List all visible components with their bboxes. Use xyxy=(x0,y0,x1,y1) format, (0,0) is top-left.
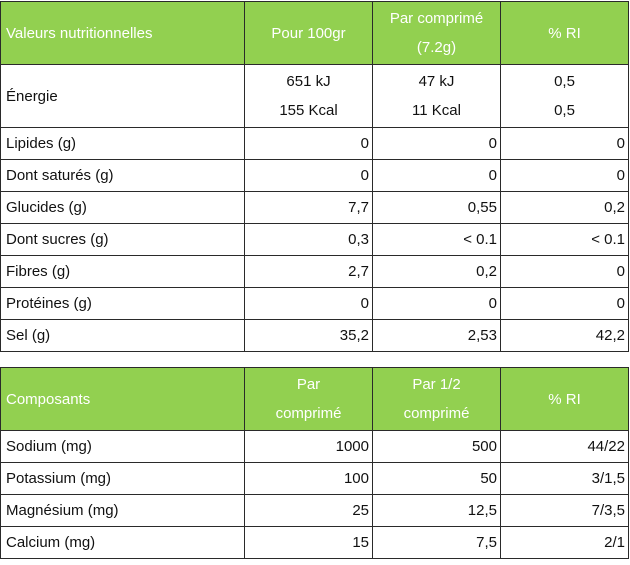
table-row: Magnésium (mg) 25 12,5 7/3,5 xyxy=(0,494,629,527)
row-tablet: 0,55 xyxy=(372,191,501,224)
row-per100: 35,2 xyxy=(244,319,373,352)
row-ri: 7/3,5 xyxy=(500,494,629,527)
row-label: Dont saturés (g) xyxy=(0,159,245,192)
table-row: Calcium (mg) 15 7,5 2/1 xyxy=(0,526,629,559)
header-per-half-tablet-line1: Par 1/2 xyxy=(412,376,461,393)
energy-row: Énergie 651 kJ 155 Kcal 47 kJ 11 Kcal 0,… xyxy=(0,64,629,128)
table-row: Dont sucres (g) 0,3 < 0.1 < 0.1 xyxy=(0,223,629,256)
energy-per100-kcal: 155 Kcal xyxy=(279,102,338,119)
row-label: Dont sucres (g) xyxy=(0,223,245,256)
energy-label: Énergie xyxy=(0,64,245,128)
row-per100: 0,3 xyxy=(244,223,373,256)
header-per-tablet: Par comprimé (7.2g) xyxy=(372,1,501,65)
row-tablet: 0 xyxy=(372,159,501,192)
energy-ri: 0,5 0,5 xyxy=(500,64,629,128)
row-ri: 0,2 xyxy=(500,191,629,224)
row-label: Glucides (g) xyxy=(0,191,245,224)
header-per-half-tablet-line2: comprimé xyxy=(403,405,470,422)
header-per-tablet: Par comprimé xyxy=(244,367,373,431)
row-per-half-tablet: 500 xyxy=(372,430,501,463)
energy-tablet-kcal: 11 Kcal xyxy=(412,102,461,119)
header-per-tablet-line2: comprimé xyxy=(275,405,342,422)
table-row: Lipides (g) 0 0 0 xyxy=(0,127,629,160)
row-per100: 0 xyxy=(244,127,373,160)
header-per-100g: Pour 100gr xyxy=(244,1,373,65)
energy-tablet: 47 kJ 11 Kcal xyxy=(372,64,501,128)
components-header-row: Composants Par comprimé Par 1/2 comprimé… xyxy=(0,367,629,431)
energy-per100: 651 kJ 155 Kcal xyxy=(244,64,373,128)
header-components: Composants xyxy=(0,367,245,431)
row-per100: 7,7 xyxy=(244,191,373,224)
row-per-half-tablet: 7,5 xyxy=(372,526,501,559)
table-row: Sel (g) 35,2 2,53 42,2 xyxy=(0,319,629,352)
row-per-tablet: 1000 xyxy=(244,430,373,463)
row-label: Sodium (mg) xyxy=(0,430,245,463)
components-table: Composants Par comprimé Par 1/2 comprimé… xyxy=(0,367,629,559)
header-per-half-tablet: Par 1/2 comprimé xyxy=(372,367,501,431)
row-per100: 2,7 xyxy=(244,255,373,288)
row-tablet: 0 xyxy=(372,287,501,320)
row-ri: 0 xyxy=(500,255,629,288)
row-ri: 3/1,5 xyxy=(500,462,629,495)
row-tablet: 2,53 xyxy=(372,319,501,352)
energy-ri-kcal: 0,5 xyxy=(554,102,575,119)
row-label: Lipides (g) xyxy=(0,127,245,160)
row-per-half-tablet: 50 xyxy=(372,462,501,495)
row-label: Potassium (mg) xyxy=(0,462,245,495)
row-ri: 0 xyxy=(500,159,629,192)
header-nutrition-values: Valeurs nutritionnelles xyxy=(0,1,245,65)
row-ri: 2/1 xyxy=(500,526,629,559)
row-per-tablet: 25 xyxy=(244,494,373,527)
nutrition-header-row: Valeurs nutritionnelles Pour 100gr Par c… xyxy=(0,1,629,65)
table-row: Fibres (g) 2,7 0,2 0 xyxy=(0,255,629,288)
header-ri: % RI xyxy=(500,367,629,431)
row-tablet: 0 xyxy=(372,127,501,160)
row-per-tablet: 15 xyxy=(244,526,373,559)
row-per-tablet: 100 xyxy=(244,462,373,495)
table-row: Sodium (mg) 1000 500 44/22 xyxy=(0,430,629,463)
header-ri: % RI xyxy=(500,1,629,65)
row-label: Fibres (g) xyxy=(0,255,245,288)
energy-ri-kj: 0,5 xyxy=(554,73,575,90)
table-row: Protéines (g) 0 0 0 xyxy=(0,287,629,320)
row-tablet: 0,2 xyxy=(372,255,501,288)
row-per-half-tablet: 12,5 xyxy=(372,494,501,527)
header-per-tablet-line1: Par xyxy=(296,376,321,393)
row-label: Protéines (g) xyxy=(0,287,245,320)
table-row: Dont saturés (g) 0 0 0 xyxy=(0,159,629,192)
row-per100: 0 xyxy=(244,159,373,192)
nutrition-table: Valeurs nutritionnelles Pour 100gr Par c… xyxy=(0,1,629,352)
row-ri: 44/22 xyxy=(500,430,629,463)
row-label: Calcium (mg) xyxy=(0,526,245,559)
header-per-tablet-line1: Par comprimé xyxy=(389,10,484,27)
row-per100: 0 xyxy=(244,287,373,320)
row-ri: 0 xyxy=(500,287,629,320)
header-per-tablet-line2: (7.2g) xyxy=(416,39,457,56)
table-row: Glucides (g) 7,7 0,55 0,2 xyxy=(0,191,629,224)
row-ri: 0 xyxy=(500,127,629,160)
energy-per100-kj: 651 kJ xyxy=(286,73,331,90)
row-label: Sel (g) xyxy=(0,319,245,352)
row-label: Magnésium (mg) xyxy=(0,494,245,527)
row-tablet: < 0.1 xyxy=(372,223,501,256)
table-row: Potassium (mg) 100 50 3/1,5 xyxy=(0,462,629,495)
row-ri: 42,2 xyxy=(500,319,629,352)
energy-tablet-kj: 47 kJ xyxy=(418,73,455,90)
row-ri: < 0.1 xyxy=(500,223,629,256)
